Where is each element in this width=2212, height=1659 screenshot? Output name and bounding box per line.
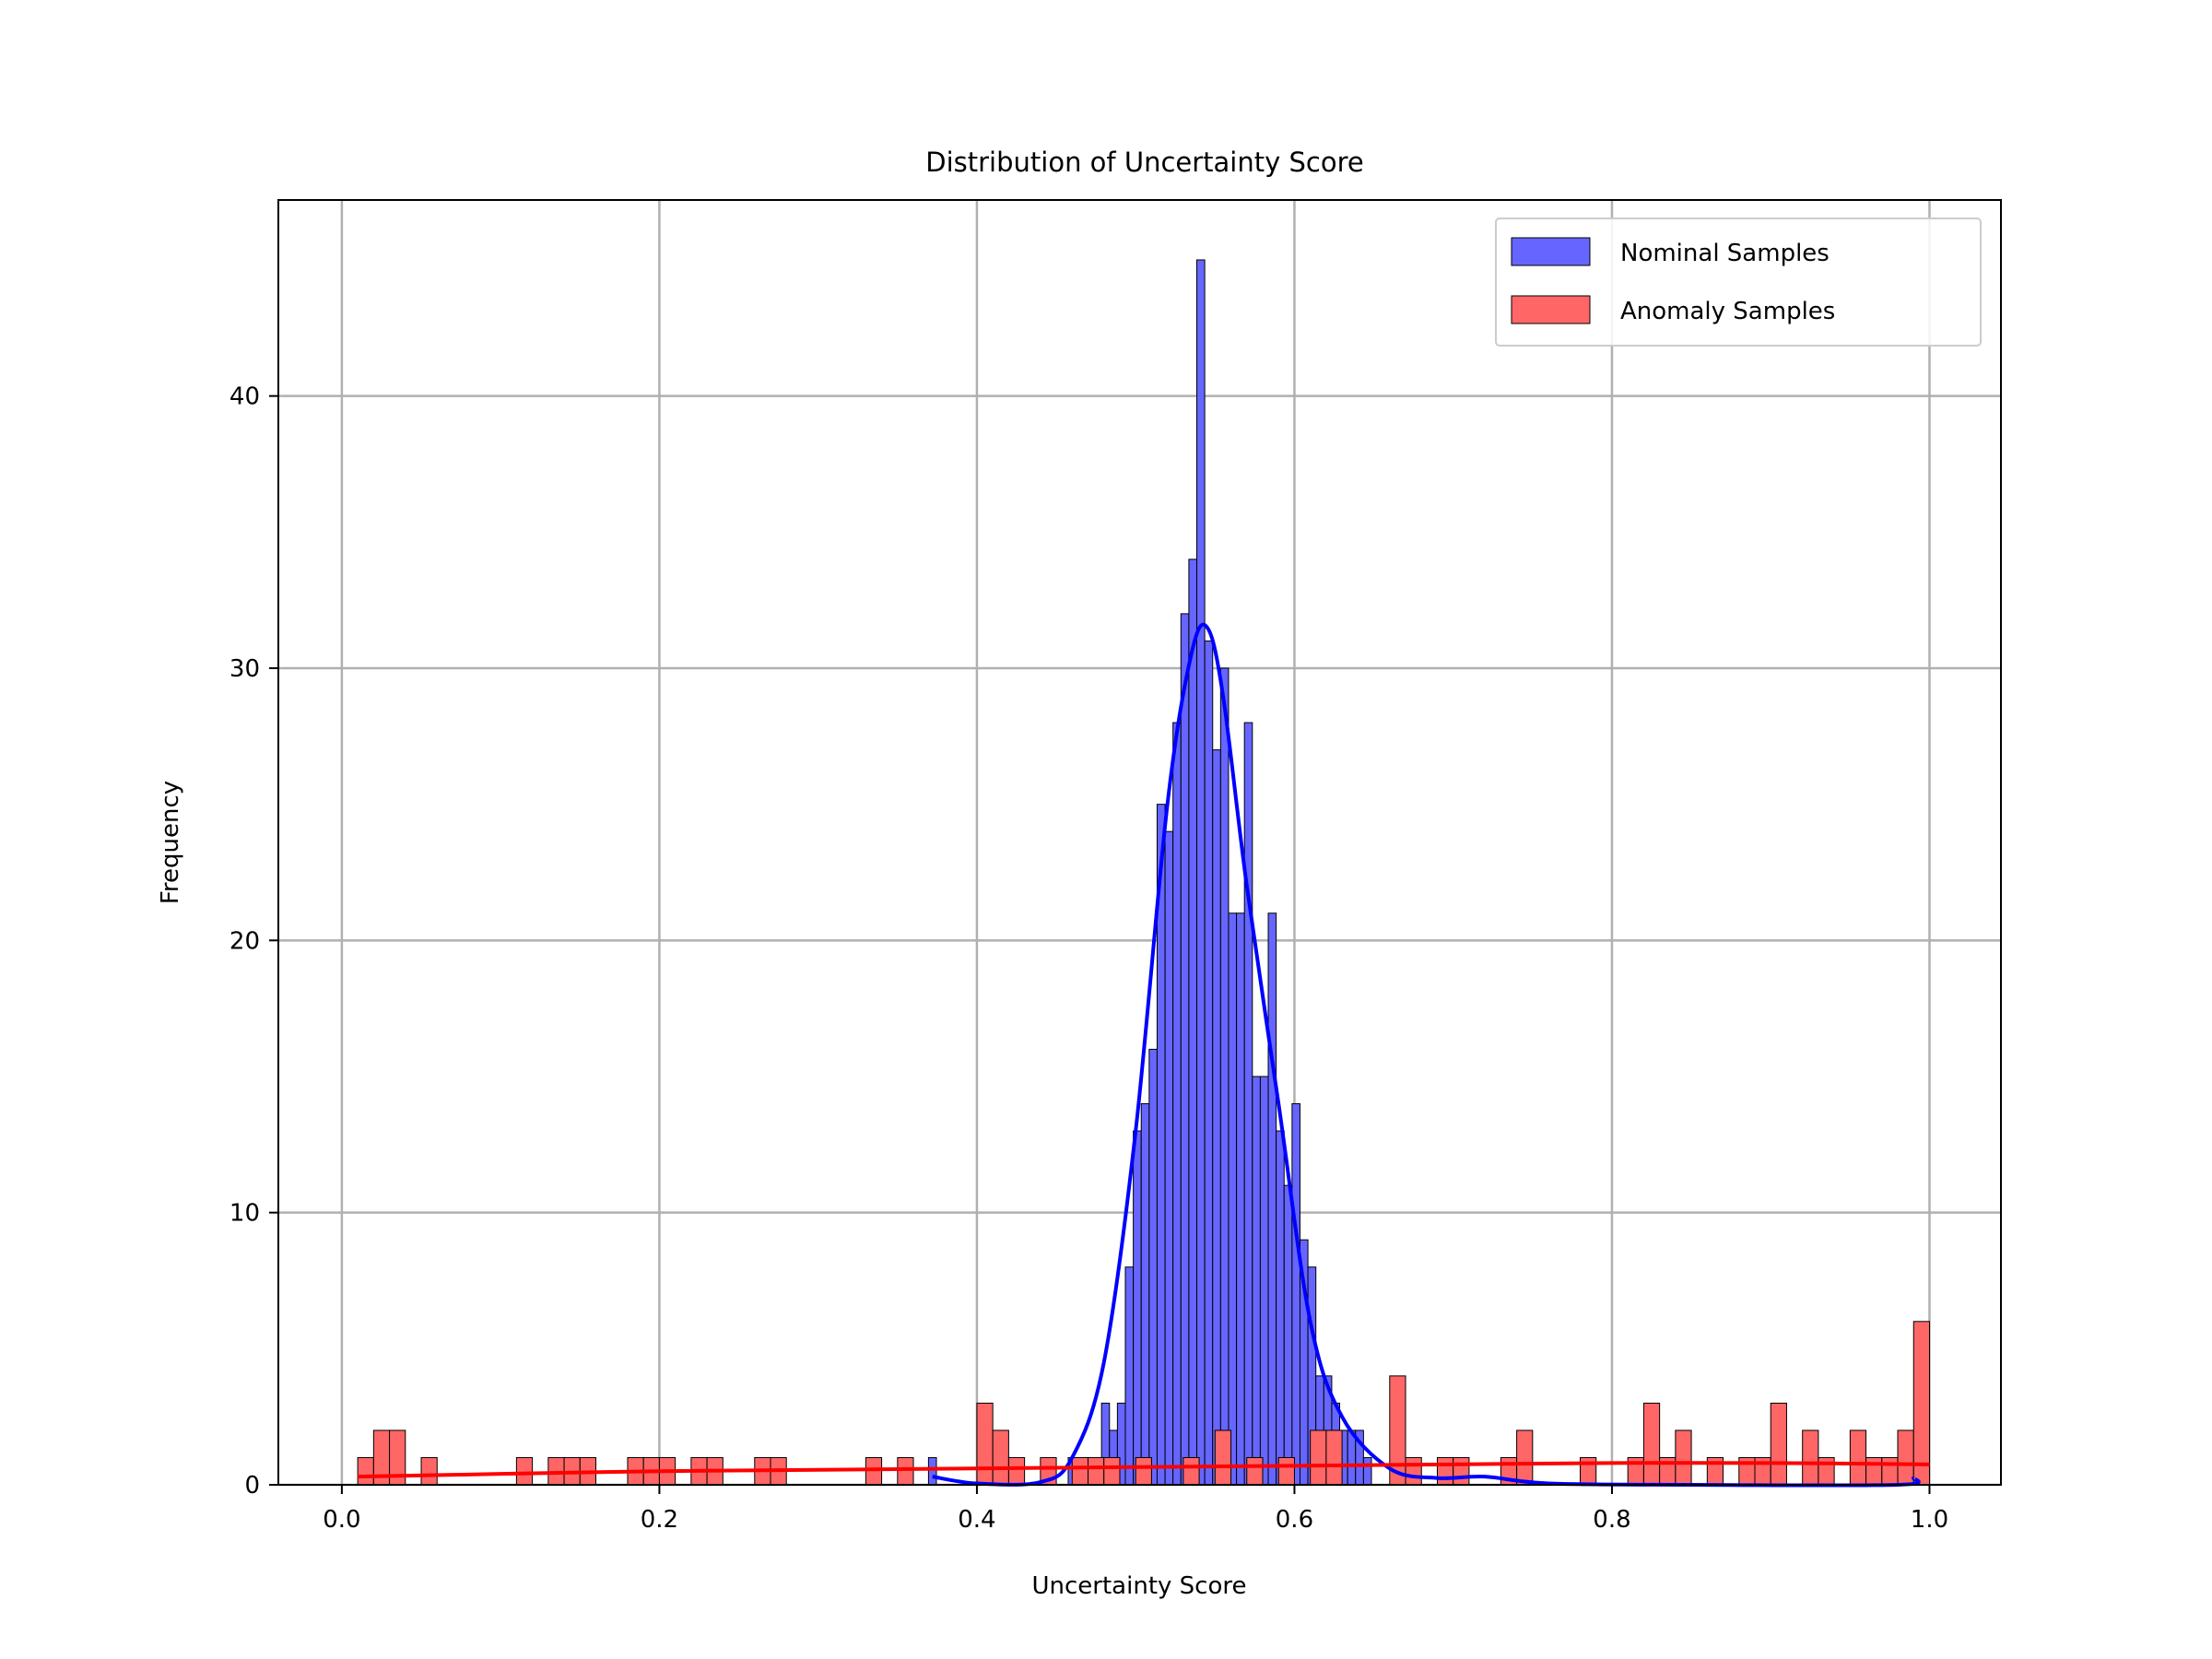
histogram-bar-nominal (1188, 559, 1198, 1486)
x-tick-label: 0.6 (1276, 1506, 1313, 1534)
histogram-bar-nominal (1133, 1130, 1142, 1486)
legend-label-nominal: Nominal Samples (1620, 240, 1830, 267)
histogram-bar-anomaly (357, 1456, 374, 1486)
kde-line-nominal (932, 622, 1921, 1488)
y-tick-label: 0 (244, 1472, 260, 1500)
histogram-bar-nominal (1243, 722, 1253, 1486)
histogram-bar-anomaly (1246, 1456, 1264, 1486)
histogram-bar-anomaly (1088, 1456, 1105, 1486)
histogram-bar-nominal (1362, 1456, 1372, 1486)
x-tick-label: 0.8 (1593, 1506, 1630, 1534)
histogram-bar-nominal (1236, 912, 1245, 1486)
plot-frame (277, 199, 2002, 1486)
histogram-bar-nominal (1204, 640, 1214, 1486)
y-tick-label: 10 (229, 1200, 260, 1228)
histogram-bar-anomaly (992, 1430, 1009, 1486)
histogram-bar-nominal (1228, 912, 1238, 1486)
histogram-bar-anomaly (1071, 1456, 1089, 1486)
histogram-bar-anomaly (1182, 1456, 1200, 1486)
histogram-bar-anomaly (1912, 1321, 1930, 1486)
histogram-bar-nominal (1164, 830, 1174, 1486)
x-tick-label: 0.2 (641, 1506, 678, 1534)
histogram-bar-anomaly (1881, 1456, 1899, 1486)
histogram-bar-nominal (1259, 1076, 1269, 1486)
histogram-bar-nominal (1276, 1130, 1285, 1486)
histogram-bar-nominal (1219, 667, 1230, 1486)
histogram-bar-anomaly (1310, 1430, 1327, 1486)
legend-label-anomaly: Anomaly Samples (1620, 298, 1835, 325)
histogram-bar-nominal (1291, 1103, 1300, 1486)
histogram-bar-anomaly (1453, 1456, 1470, 1486)
y-axis-label: Frequency (157, 781, 184, 904)
histogram-bar-anomaly (1516, 1430, 1534, 1486)
ticks-layer: 0.0 0.2 0.4 0.6 0.8 1.0 0 10 20 30 40 (229, 383, 1948, 1534)
histogram-bar-anomaly (1436, 1456, 1454, 1486)
x-tick-label: 0.0 (323, 1506, 360, 1534)
histogram-bar-anomaly (897, 1456, 914, 1486)
legend-box (1495, 218, 1982, 347)
x-tick-label: 1.0 (1911, 1506, 1948, 1534)
histogram-bar-nominal (1140, 1103, 1150, 1486)
histogram-bar-anomaly (976, 1402, 994, 1486)
histogram-bar-anomaly (1325, 1430, 1343, 1486)
histogram-bar-nominal (1196, 259, 1206, 1486)
y-tick-label: 20 (229, 927, 260, 955)
histogram-bar-anomaly (1277, 1456, 1295, 1486)
histogram-bar-anomaly (1849, 1430, 1867, 1486)
histogram-bar-anomaly (1007, 1456, 1026, 1486)
x-tick-label: 0.4 (958, 1506, 995, 1534)
histogram-bar-anomaly (1675, 1430, 1692, 1486)
histogram-bar-nominal (1180, 613, 1190, 1486)
histogram-bar-nominal (1212, 749, 1221, 1486)
histogram-bar-anomaly (1103, 1456, 1121, 1486)
histogram-bar-anomaly (515, 1456, 534, 1486)
histogram-bar-nominal (1124, 1266, 1135, 1486)
histogram-bar-anomaly (420, 1456, 438, 1486)
histogram-bar-anomaly (1770, 1402, 1787, 1486)
legend: Nominal Samples Anomaly Samples (1495, 218, 1982, 347)
histogram-bar-anomaly (1214, 1430, 1232, 1486)
histogram-bar-nominal (1148, 1048, 1158, 1486)
grid-layer (278, 200, 2001, 1487)
histogram-bar-anomaly (1405, 1456, 1422, 1486)
legend-swatch-nominal (1511, 237, 1591, 266)
histogram-bar-nominal (927, 1456, 937, 1486)
histogram-bar-nominal (1267, 912, 1277, 1486)
histogram-bar-anomaly (1135, 1456, 1152, 1486)
histogram-bar-anomaly (1865, 1456, 1883, 1486)
y-tick-label: 40 (229, 383, 260, 411)
legend-swatch-anomaly (1511, 295, 1591, 324)
histogram-bar-nominal (1252, 1076, 1261, 1486)
kde-layer (358, 622, 1930, 1488)
chart-title: Distribution of Uncertainty Score (925, 147, 1363, 178)
y-tick-label: 30 (229, 655, 260, 683)
histogram-bar-anomaly (1802, 1430, 1819, 1486)
histogram-bar-anomaly (1642, 1402, 1661, 1486)
histogram-bar-nominal (1283, 1184, 1293, 1486)
histogram-bar-anomaly (1897, 1430, 1914, 1486)
histogram-bar-nominal (1172, 722, 1182, 1486)
kde-line-anomaly (358, 1461, 1930, 1479)
x-axis-label: Uncertainty Score (1032, 1572, 1247, 1600)
